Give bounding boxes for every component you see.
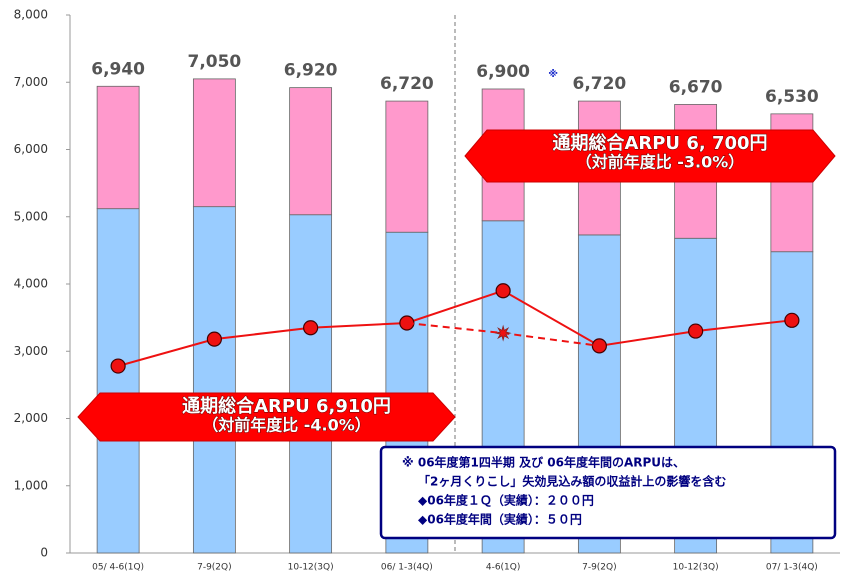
y-tick-label: 1,000 bbox=[14, 478, 48, 492]
marker bbox=[495, 283, 511, 299]
total-label: 6,900 bbox=[476, 62, 530, 82]
y-tick-label: 8,000 bbox=[14, 8, 48, 22]
line bbox=[117, 289, 792, 368]
x-tick-label: 10-12(3Q) bbox=[288, 563, 334, 573]
note-text: 「2ヶ月くりこし」失効見込み額の収益計上の影響を含む bbox=[418, 474, 726, 489]
x-tick-label: 05/ 4-6(1Q) bbox=[92, 563, 144, 573]
bar-segment bbox=[385, 100, 429, 233]
total-note: ※ bbox=[548, 68, 558, 80]
y-tick-label: 0 bbox=[40, 546, 48, 560]
marker bbox=[494, 324, 512, 342]
bar-segment bbox=[192, 78, 236, 208]
callout-text: 通期総合ARPU 6, 700円 bbox=[552, 132, 767, 154]
x-tick-label: 07/ 1-3(4Q) bbox=[766, 563, 818, 573]
marker bbox=[688, 323, 704, 339]
total-label: 6,720 bbox=[572, 74, 626, 94]
x-tick-label: 4-6(1Q) bbox=[486, 563, 521, 573]
marker bbox=[206, 331, 222, 347]
callout bbox=[464, 129, 836, 183]
bar-segment bbox=[96, 208, 140, 554]
y-tick-label: 2,000 bbox=[14, 411, 48, 425]
total-label: 6,920 bbox=[284, 61, 338, 81]
y-tick-label: 5,000 bbox=[14, 209, 48, 223]
x-tick-label: 10-12(3Q) bbox=[673, 563, 719, 573]
callout-text: （対前年度比 -4.0%） bbox=[202, 416, 371, 435]
callout bbox=[77, 392, 456, 442]
x-tick-label: 7-9(2Q) bbox=[582, 563, 617, 573]
y-tick-label: 4,000 bbox=[14, 277, 48, 291]
marker bbox=[110, 358, 126, 374]
note-text: ※ 06年度第1四半期 及び 06年度年間のARPUは、 bbox=[402, 455, 685, 470]
x-tick-label: 06/ 1-3(4Q) bbox=[381, 563, 433, 573]
marker bbox=[303, 320, 319, 336]
bar-segment bbox=[289, 87, 333, 216]
y-tick-label: 7,000 bbox=[14, 75, 48, 89]
y-tick-label: 6,000 bbox=[14, 142, 48, 156]
bar-segment bbox=[96, 85, 140, 210]
note-text: ◆06年度年間（実績）：５０円 bbox=[418, 512, 582, 527]
callout-text: 通期総合ARPU 6,910円 bbox=[182, 395, 391, 417]
note-text: ◆06年度１Ｑ（実績）：２００円 bbox=[418, 493, 594, 508]
total-label: 7,050 bbox=[187, 52, 241, 72]
x-tick-label: 7-9(2Q) bbox=[197, 563, 232, 573]
note-box bbox=[379, 445, 837, 540]
marker bbox=[784, 312, 800, 328]
total-label: 6,670 bbox=[669, 77, 723, 97]
total-label: 6,530 bbox=[765, 87, 819, 107]
total-label: 6,720 bbox=[380, 74, 434, 94]
y-tick-label: 3,000 bbox=[14, 344, 48, 358]
bar-segment bbox=[289, 214, 333, 554]
callout-text: （対前年度比 -3.0%） bbox=[576, 153, 745, 172]
total-label: 6,940 bbox=[91, 59, 145, 79]
bar-segment bbox=[192, 206, 236, 554]
